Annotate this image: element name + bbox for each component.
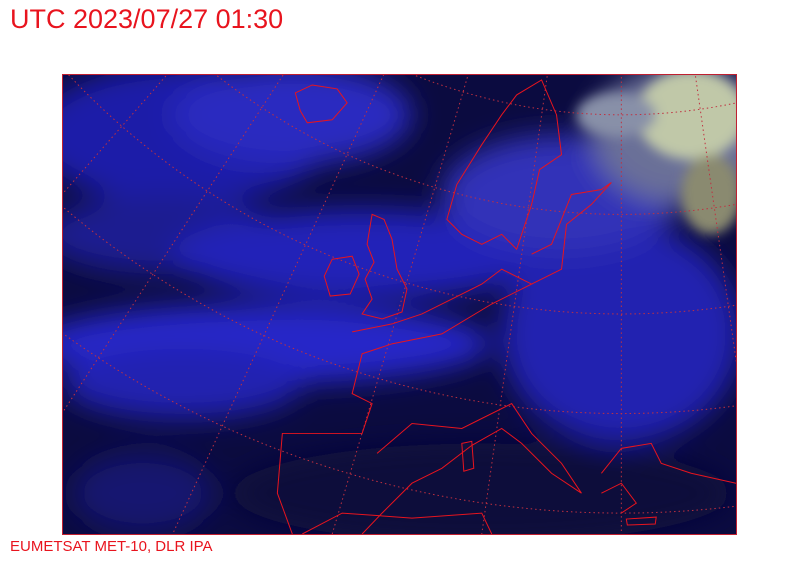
satellite-map — [62, 74, 737, 535]
coast-baltic — [531, 182, 612, 285]
cloud-layer — [63, 75, 736, 534]
timestamp-title: UTC 2023/07/27 01:30 — [10, 4, 284, 34]
lat-lon-grid — [63, 75, 736, 534]
high-cloud-patch — [636, 75, 736, 160]
coast-ireland — [323, 255, 360, 297]
coast-africa — [302, 512, 493, 534]
coast-sardinia — [461, 440, 475, 472]
image-credit: EUMETSAT MET-10, DLR IPA — [10, 538, 213, 555]
coastlines — [276, 79, 736, 534]
coast-crete — [625, 516, 657, 526]
coast-britain — [361, 213, 408, 320]
coast-iceland — [294, 84, 348, 124]
coast-mediterranean — [361, 402, 582, 534]
coast-greece-turkey — [601, 442, 736, 514]
coast-scandinavia — [446, 79, 563, 251]
coast-continent — [276, 268, 533, 534]
